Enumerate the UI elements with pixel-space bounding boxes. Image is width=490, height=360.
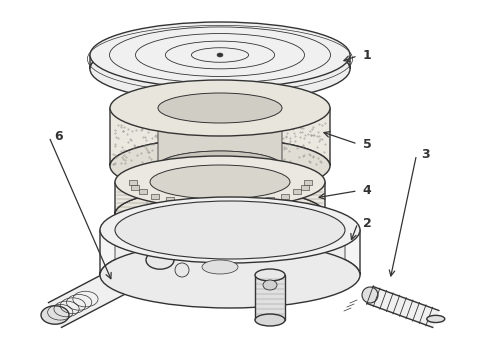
- Ellipse shape: [115, 156, 325, 208]
- Polygon shape: [110, 108, 330, 166]
- Bar: [281, 194, 290, 199]
- Text: 4: 4: [363, 184, 371, 197]
- Bar: [128, 180, 137, 185]
- Bar: [150, 194, 158, 199]
- Ellipse shape: [255, 314, 285, 326]
- Bar: [266, 197, 274, 202]
- Ellipse shape: [427, 315, 445, 323]
- Bar: [185, 199, 193, 204]
- Text: 1: 1: [363, 49, 371, 62]
- Bar: [139, 189, 147, 194]
- Polygon shape: [158, 120, 282, 166]
- Ellipse shape: [202, 260, 238, 274]
- Bar: [301, 185, 309, 190]
- Bar: [131, 185, 139, 190]
- Ellipse shape: [255, 269, 285, 281]
- Ellipse shape: [100, 242, 360, 308]
- Ellipse shape: [41, 306, 69, 324]
- Polygon shape: [367, 287, 439, 327]
- Ellipse shape: [110, 80, 330, 136]
- Ellipse shape: [90, 22, 350, 88]
- Text: 5: 5: [363, 138, 371, 150]
- Ellipse shape: [146, 251, 174, 269]
- Ellipse shape: [90, 36, 350, 102]
- Ellipse shape: [115, 188, 325, 240]
- Bar: [255, 275, 285, 320]
- Polygon shape: [115, 182, 325, 214]
- Bar: [247, 199, 255, 204]
- Text: 2: 2: [363, 217, 371, 230]
- Text: 6: 6: [54, 130, 63, 143]
- Bar: [303, 180, 312, 185]
- Ellipse shape: [158, 93, 282, 123]
- Ellipse shape: [115, 201, 345, 259]
- Ellipse shape: [110, 138, 330, 194]
- Circle shape: [175, 263, 189, 277]
- Polygon shape: [49, 248, 167, 327]
- Polygon shape: [115, 236, 345, 275]
- Bar: [226, 201, 235, 206]
- Ellipse shape: [150, 165, 290, 199]
- Ellipse shape: [150, 197, 290, 231]
- Ellipse shape: [100, 197, 360, 263]
- Polygon shape: [100, 230, 360, 275]
- Text: 3: 3: [421, 148, 430, 161]
- Ellipse shape: [362, 287, 378, 303]
- Ellipse shape: [263, 280, 277, 290]
- Bar: [294, 189, 301, 194]
- Ellipse shape: [217, 53, 223, 57]
- Bar: [205, 201, 214, 206]
- Polygon shape: [90, 36, 350, 69]
- Bar: [166, 197, 174, 202]
- Ellipse shape: [158, 151, 282, 181]
